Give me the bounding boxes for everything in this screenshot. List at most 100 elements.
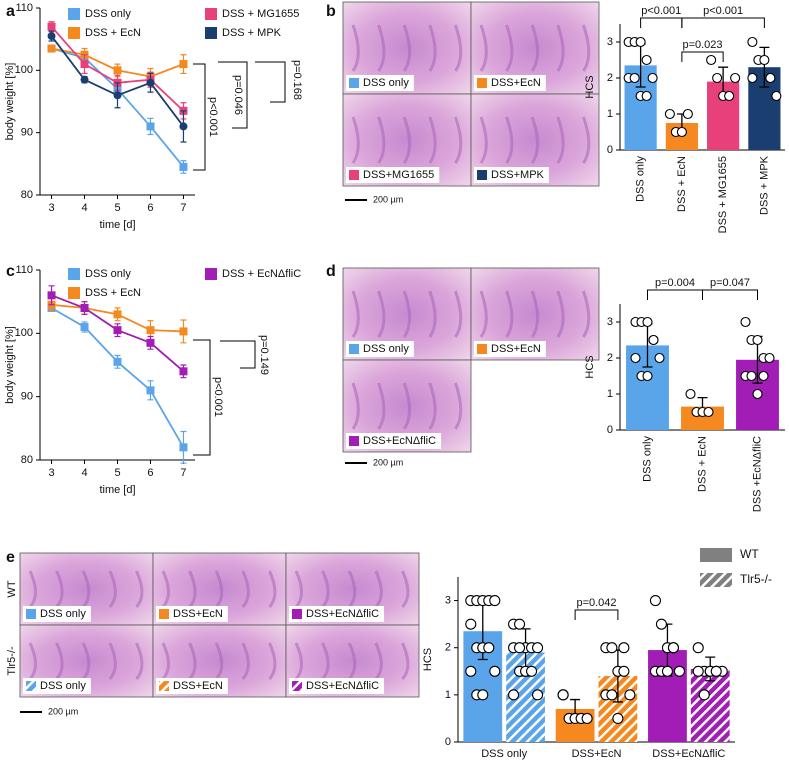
data-point xyxy=(630,352,641,364)
data-point xyxy=(765,72,776,84)
p-value: p=0.149 xyxy=(258,335,270,375)
significance-bracket xyxy=(640,17,683,28)
data-point xyxy=(654,352,665,364)
tissue-fold xyxy=(402,382,412,430)
label-swatch xyxy=(477,170,487,180)
x-tick-label: 4 xyxy=(81,467,87,479)
tissue-fold xyxy=(374,570,383,609)
data-point xyxy=(489,595,501,607)
x-tick-label: 6 xyxy=(147,202,153,214)
marker xyxy=(113,310,122,319)
legend-swatch xyxy=(68,268,80,280)
data-point xyxy=(465,618,477,630)
legend-swatch xyxy=(205,268,217,280)
tissue-fold xyxy=(188,642,197,681)
label-box xyxy=(474,341,546,357)
data-point xyxy=(483,642,495,654)
tissue-fold xyxy=(428,116,437,164)
data-point xyxy=(682,108,693,120)
legend-swatch xyxy=(205,27,217,39)
p-value: p=0.046 xyxy=(232,75,244,115)
tissue-fold xyxy=(214,570,224,609)
marker xyxy=(47,44,56,53)
tissue-fold xyxy=(581,116,591,164)
label-swatch xyxy=(349,170,359,180)
tissue-fold xyxy=(401,642,410,681)
scale-label: 200 µm xyxy=(373,194,403,204)
panel-letter: d xyxy=(326,263,336,280)
data-point xyxy=(514,642,526,654)
significance-bracket xyxy=(218,61,248,129)
y-tick-label: 0 xyxy=(445,736,451,748)
tissue-fold xyxy=(453,24,463,72)
tissue-fold xyxy=(351,290,360,338)
data-point xyxy=(752,388,763,400)
marker xyxy=(80,304,89,312)
y-tick-label: 80 xyxy=(21,189,33,201)
legend-swatch xyxy=(700,548,732,562)
data-point xyxy=(635,36,646,48)
data-point xyxy=(532,689,544,701)
tissue-fold xyxy=(294,642,304,681)
tissue-fold xyxy=(402,24,412,72)
marker xyxy=(113,66,122,75)
p-value: p=0.004 xyxy=(655,277,695,289)
y-tick-label: 1 xyxy=(607,108,613,120)
tile-label: DSS+MG1655 xyxy=(363,169,434,181)
tissue-fold xyxy=(188,570,197,609)
label-box xyxy=(23,678,91,694)
marker xyxy=(179,367,188,376)
tissue-fold xyxy=(351,24,360,72)
significance-bracket xyxy=(681,51,724,62)
tissue-fold xyxy=(428,24,437,72)
tissue-fold xyxy=(377,24,386,72)
legend-swatch xyxy=(68,287,80,299)
data-point xyxy=(557,689,569,701)
data-point xyxy=(692,642,704,654)
x-tick-label: 3 xyxy=(48,467,54,479)
y-axis-label: HCS xyxy=(584,75,596,98)
x-tick-label: 4 xyxy=(81,202,87,214)
tissue-fold xyxy=(505,116,514,164)
data-point xyxy=(740,316,751,328)
tile-label: DSS+EcN xyxy=(491,77,541,89)
row-label: WT xyxy=(6,580,18,597)
x-tick-label: DSS + MG1655 xyxy=(717,156,729,233)
marker xyxy=(146,78,155,87)
data-point xyxy=(477,689,489,701)
tissue-fold xyxy=(505,24,514,72)
tissue-fold xyxy=(581,24,591,72)
label-box xyxy=(346,75,414,91)
p-value: p<0.001 xyxy=(212,377,224,417)
legend-label: DSS + EcNΔfliC xyxy=(222,268,301,280)
label-swatch xyxy=(477,344,487,354)
p-value: p=0.047 xyxy=(710,277,750,289)
data-point xyxy=(667,642,679,654)
p-value: p=0.168 xyxy=(291,60,303,100)
data-point xyxy=(747,72,758,84)
legend-label: DSS only xyxy=(85,8,131,20)
legend-swatch xyxy=(205,8,217,20)
error-bar xyxy=(759,46,770,88)
label-swatch xyxy=(292,609,302,619)
data-point xyxy=(706,54,717,66)
tissue-fold xyxy=(530,24,540,72)
label-box xyxy=(289,678,385,694)
data-point xyxy=(648,334,659,346)
tissue-fold xyxy=(377,382,386,430)
x-tick-label: 5 xyxy=(114,467,120,479)
data-point xyxy=(747,36,758,48)
y-tick-label: 3 xyxy=(607,36,613,48)
marker xyxy=(113,326,122,335)
data-point xyxy=(746,370,757,382)
tissue-fold xyxy=(530,116,540,164)
tissue-fold xyxy=(377,290,386,338)
data-point xyxy=(629,72,640,84)
label-swatch xyxy=(477,78,487,88)
x-tick-label: DSS + MPK xyxy=(758,155,770,215)
tile-label: DSS+MPK xyxy=(491,169,545,181)
panel-letter: e xyxy=(6,549,15,566)
label-box xyxy=(474,167,549,183)
data-point xyxy=(712,72,723,84)
